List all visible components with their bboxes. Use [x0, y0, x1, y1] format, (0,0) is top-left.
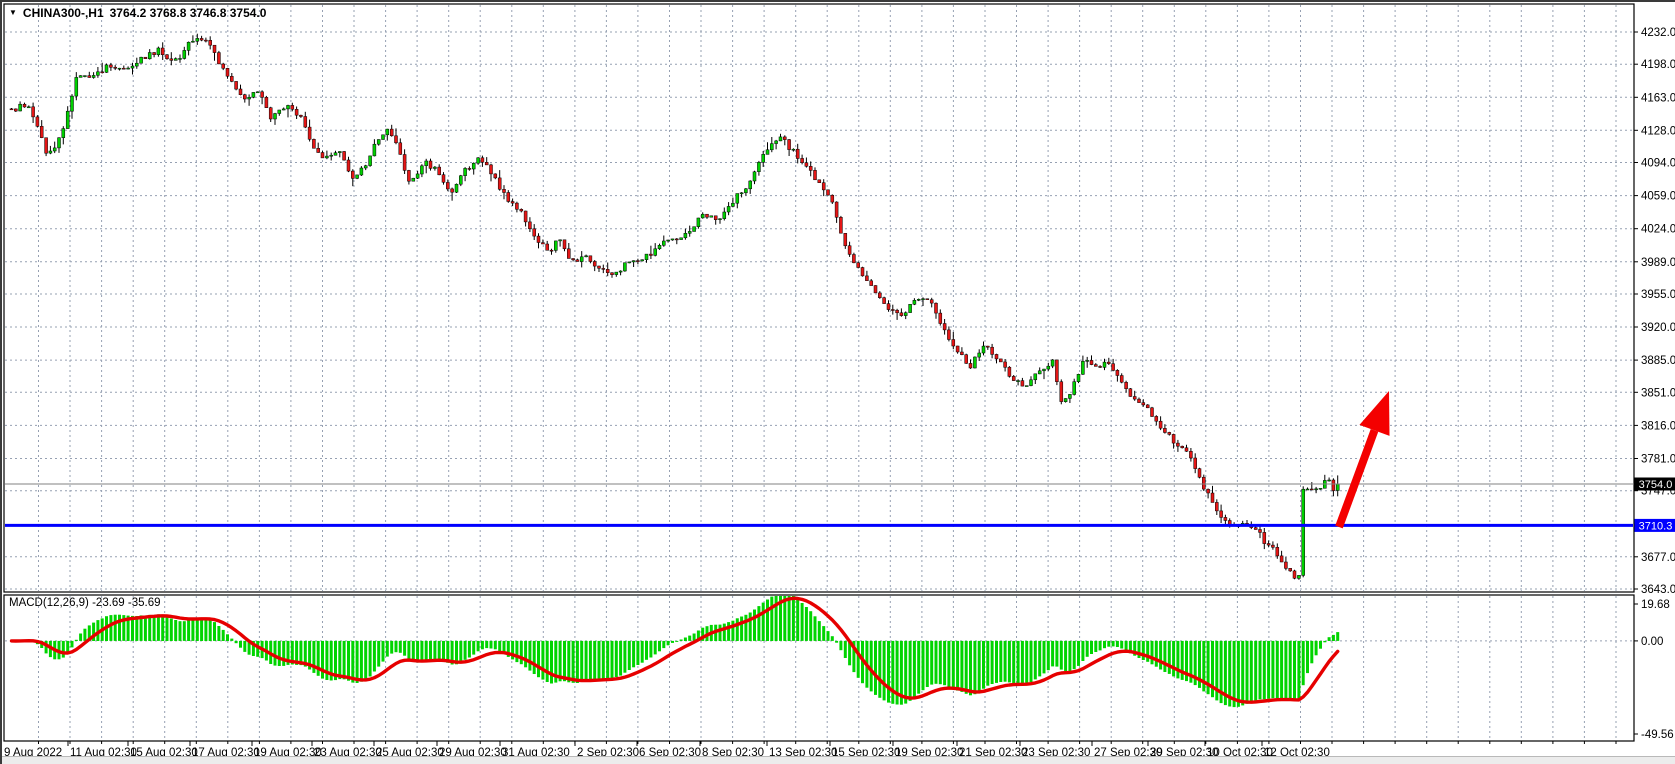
svg-text:3754.0: 3754.0: [1639, 479, 1673, 491]
price-tick-label: 4163.0: [1641, 92, 1675, 104]
price-tick-label: 3885.0: [1641, 355, 1675, 367]
candles: [9, 33, 1340, 580]
symbol-timeframe-label: CHINA300-,H1: [22, 6, 104, 20]
price-tick-label: 4094.0: [1641, 158, 1675, 170]
macd-tick-label: 0.00: [1641, 636, 1663, 648]
price-tick-label: 3989.0: [1641, 257, 1675, 269]
price-tick-label: 3677.0: [1641, 552, 1675, 564]
current-price-badge: 3754.0: [1634, 477, 1675, 491]
price-tick-label: 3955.0: [1641, 289, 1675, 301]
price-tick-label: 4059.0: [1641, 191, 1675, 203]
macd-name-label: MACD(12,26,9): [9, 597, 89, 609]
ohlc-values-label: 3764.2 3768.8 3746.8 3754.0: [109, 6, 267, 20]
price-tick-label: 3643.0: [1641, 584, 1675, 596]
main-pane[interactable]: [3, 3, 1635, 593]
chart-title: ▼ CHINA300-,H1 3764.2 3768.8 3746.8 3754…: [9, 6, 266, 20]
price-tick-label: 3781.0: [1641, 454, 1675, 466]
macd-signal-line: [9, 596, 1340, 704]
price-tick-label: 4232.0: [1641, 27, 1675, 39]
price-tick-label: 4024.0: [1641, 224, 1675, 236]
price-tick-label: 3920.0: [1641, 322, 1675, 334]
svg-text:3710.3: 3710.3: [1639, 520, 1673, 532]
price-tick-label: 4128.0: [1641, 125, 1675, 137]
price-tick-label: 3851.0: [1641, 387, 1675, 399]
trend-arrow[interactable]: [1335, 391, 1390, 529]
window-bottom-strip: [2, 756, 1675, 764]
symbol-dropdown-icon[interactable]: ▼: [9, 7, 17, 17]
macd-indicator-label: MACD(12,26,9) -23.69 -35.69: [9, 597, 161, 609]
support-price-badge: 3710.3: [1634, 518, 1675, 532]
macd-tick-label: 19.68: [1641, 599, 1670, 611]
price-tick-label: 4198.0: [1641, 59, 1675, 71]
grid: [5, 5, 1633, 740]
price-tick-label: 3816.0: [1641, 420, 1675, 432]
macd-pane[interactable]: [3, 594, 1635, 742]
macd-values-label: -23.69 -35.69: [92, 597, 161, 609]
macd-histogram: [10, 596, 1340, 708]
price-axis: 4232.0 4198.0 4163.0 4128.0 4094.0 4059.0 4024…: [1634, 27, 1675, 741]
macd-tick-label: -49.56: [1641, 729, 1674, 741]
